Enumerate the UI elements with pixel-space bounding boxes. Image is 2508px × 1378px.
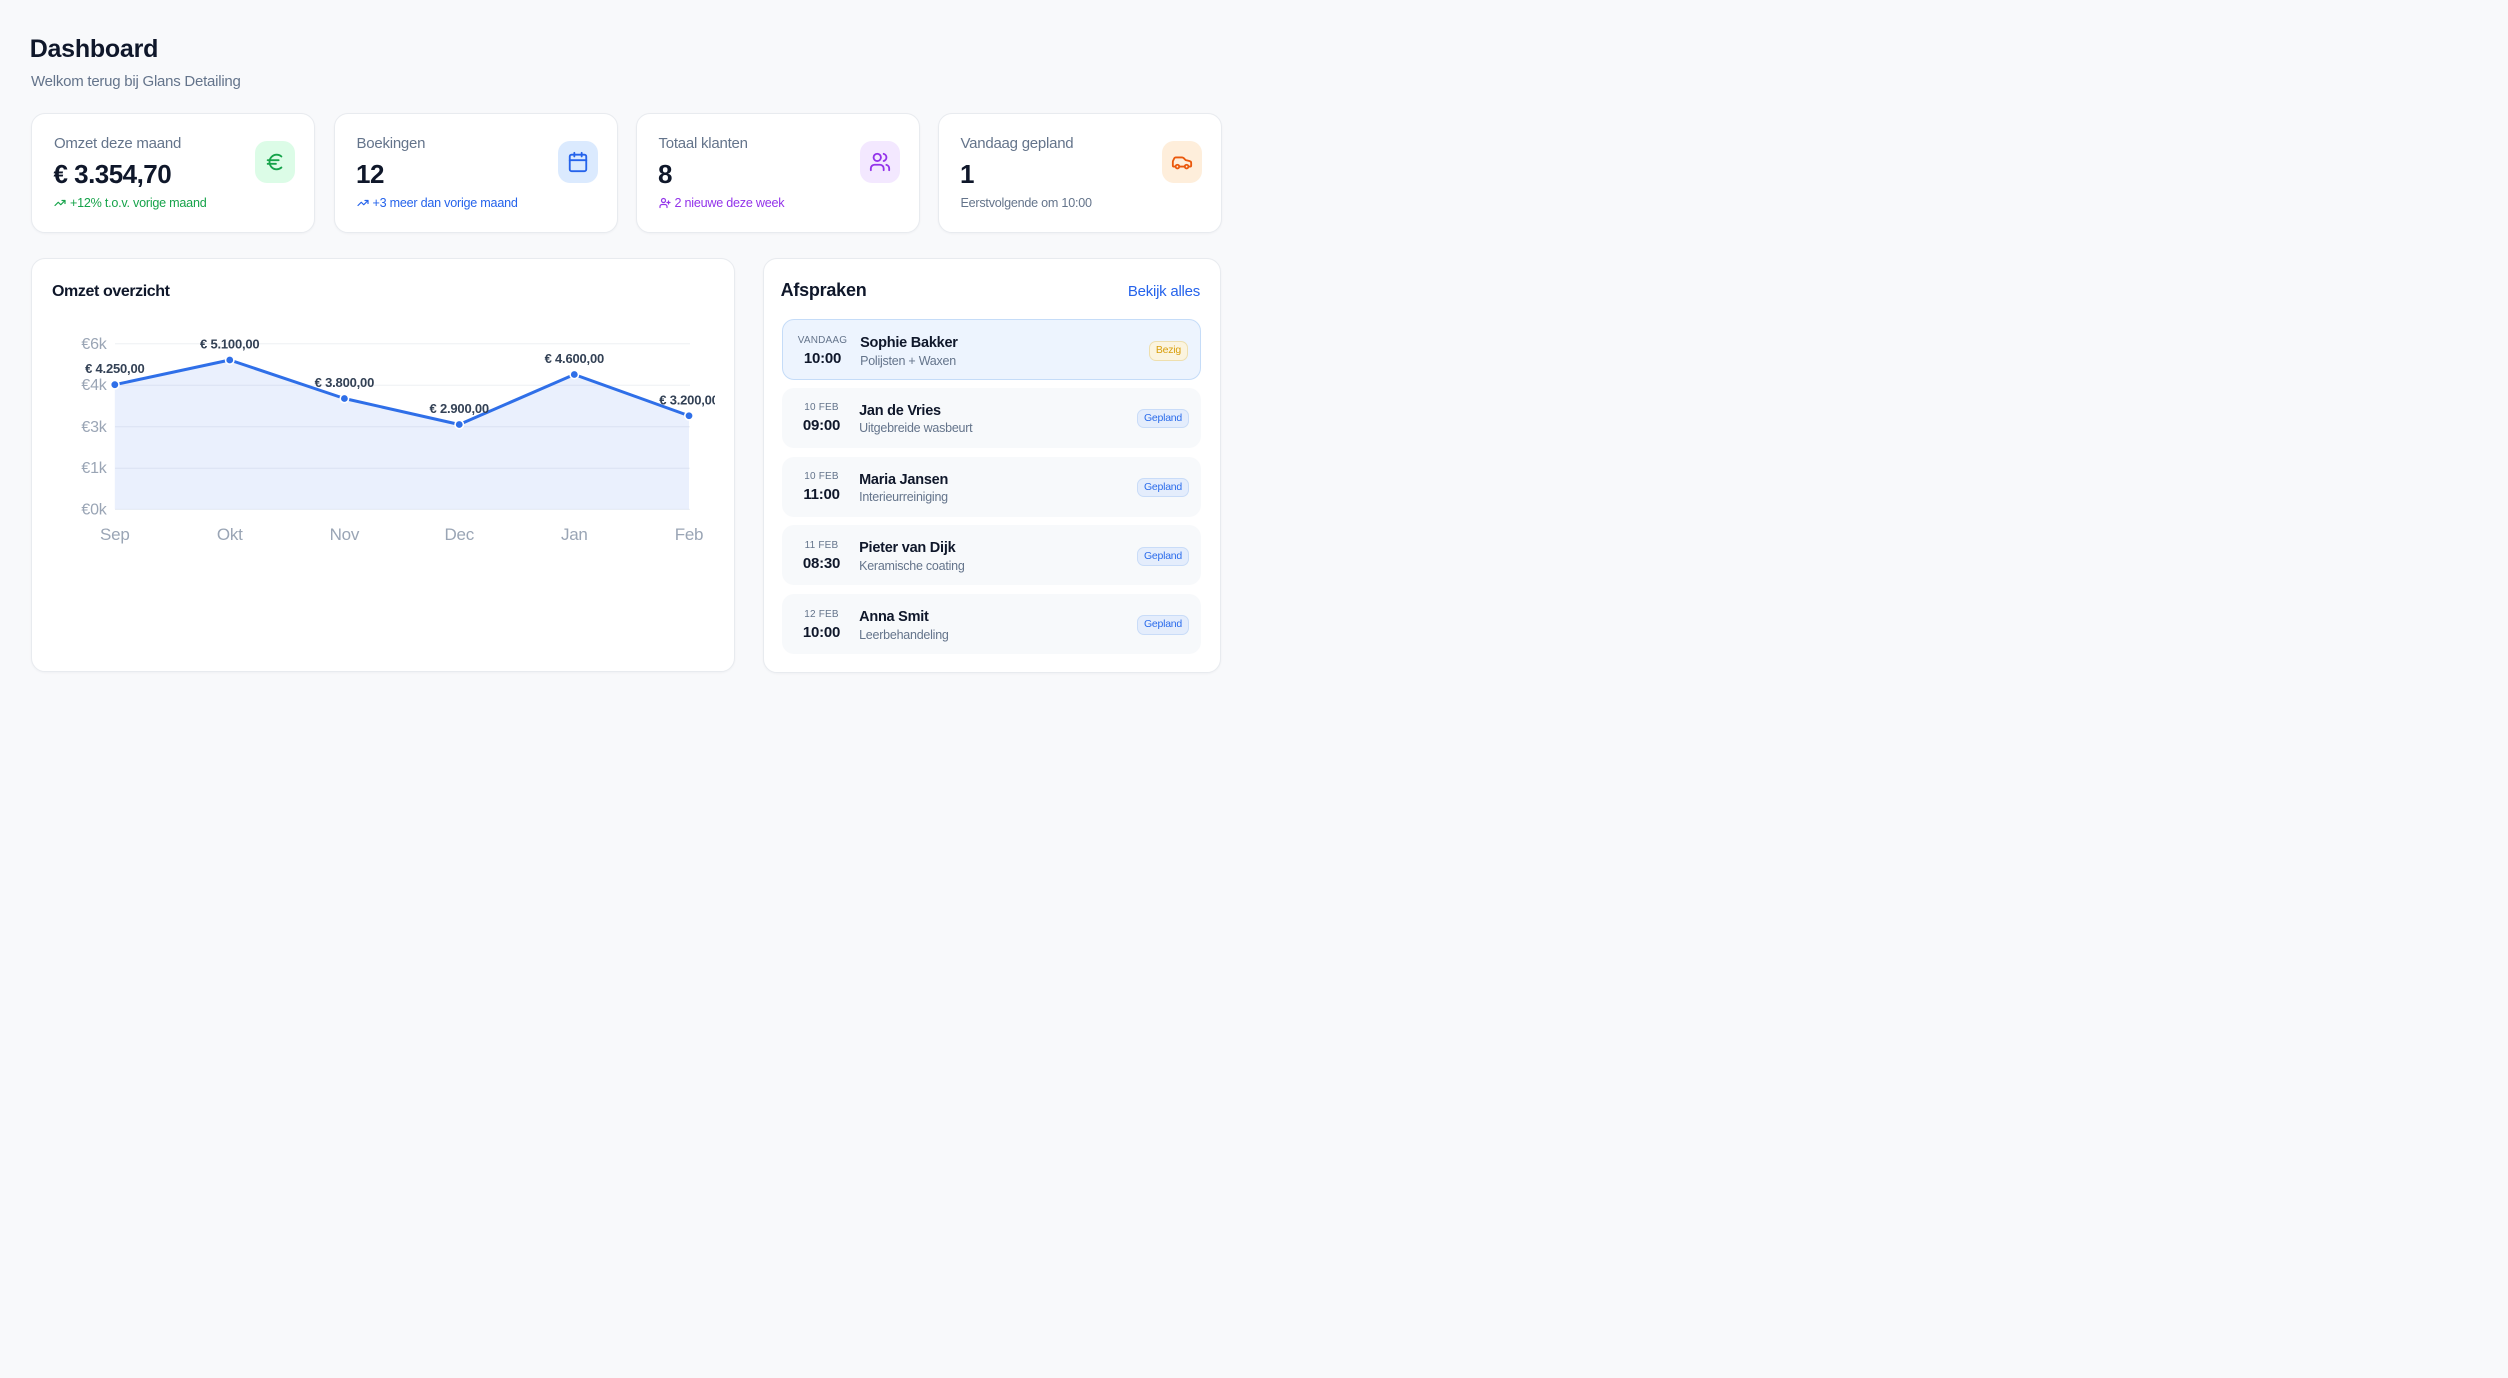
svg-text:Feb: Feb — [675, 525, 704, 544]
svg-text:Dec: Dec — [444, 525, 474, 544]
svg-text:€ 3.800,00: € 3.800,00 — [315, 375, 374, 390]
svg-text:Nov: Nov — [330, 525, 360, 544]
svg-text:€ 3.200,00: € 3.200,00 — [659, 392, 715, 407]
svg-text:€3k: €3k — [81, 419, 107, 436]
svg-text:€ 4.250,00: € 4.250,00 — [85, 361, 144, 376]
svg-text:€4k: €4k — [81, 377, 107, 394]
svg-text:€1k: €1k — [81, 460, 107, 477]
svg-text:€ 5.100,00: € 5.100,00 — [200, 337, 259, 352]
svg-text:Jan: Jan — [561, 525, 588, 544]
svg-text:Okt: Okt — [217, 525, 243, 544]
svg-text:Sep: Sep — [100, 525, 130, 544]
svg-text:€6k: €6k — [81, 336, 107, 353]
svg-text:€ 2.900,00: € 2.900,00 — [430, 401, 489, 416]
svg-text:€ 4.600,00: € 4.600,00 — [545, 351, 604, 366]
svg-text:€0k: €0k — [81, 501, 107, 518]
